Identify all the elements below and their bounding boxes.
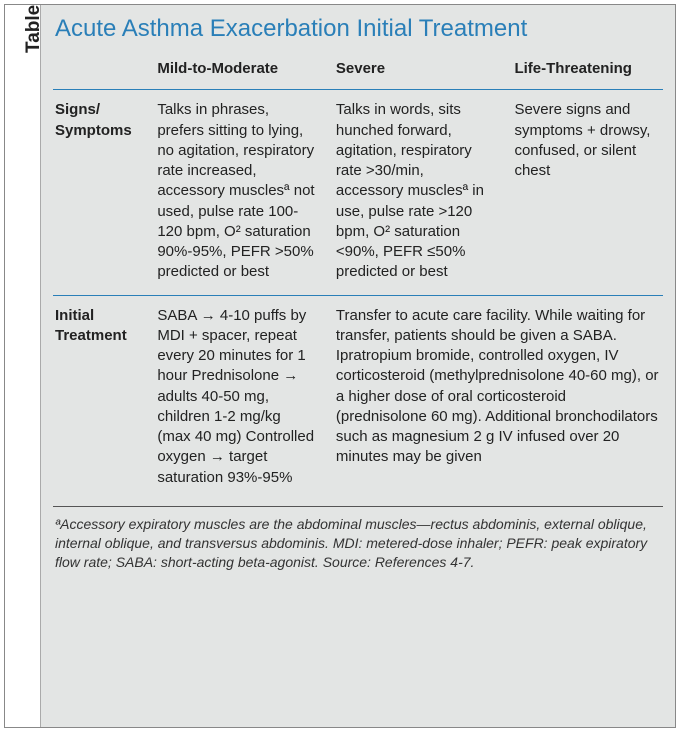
treatment-label: Initial Treatment [41,296,147,500]
signs-row: Signs/ Symptoms Talks in phrases, prefer… [41,90,675,294]
signs-life: Severe signs and symptoms + drowsy, conf… [504,90,675,294]
table-title: Acute Asthma Exacerbation Initial Treatm… [41,5,675,55]
table-number-tab: Table 2 [5,5,41,727]
signs-label: Signs/ Symptoms [41,90,147,294]
signs-severe: Talks in words, sits hunched forward, ag… [326,90,505,294]
table-content: Acute Asthma Exacerbation Initial Treatm… [41,5,675,727]
table-number: Table 2 [23,0,45,53]
treatment-table: Mild-to-Moderate Severe Life-Threatening… [41,55,675,500]
header-blank [41,55,147,89]
footnote: ªAccessory expiratory muscles are the ab… [53,506,663,582]
signs-mild: Talks in phrases, prefers sitting to lyi… [147,90,326,294]
header-severe: Severe [326,55,505,89]
header-row: Mild-to-Moderate Severe Life-Threatening [41,55,675,89]
treatment-mild: SABA → 4-10 puffs by MDI + spacer, repea… [147,296,326,500]
header-mild: Mild-to-Moderate [147,55,326,89]
table-container: Table 2 Acute Asthma Exacerbation Initia… [4,4,676,728]
header-life: Life-Threatening [504,55,675,89]
treatment-severe-life: Transfer to acute care facility. While w… [326,296,675,500]
treatment-row: Initial Treatment SABA → 4-10 puffs by M… [41,296,675,500]
